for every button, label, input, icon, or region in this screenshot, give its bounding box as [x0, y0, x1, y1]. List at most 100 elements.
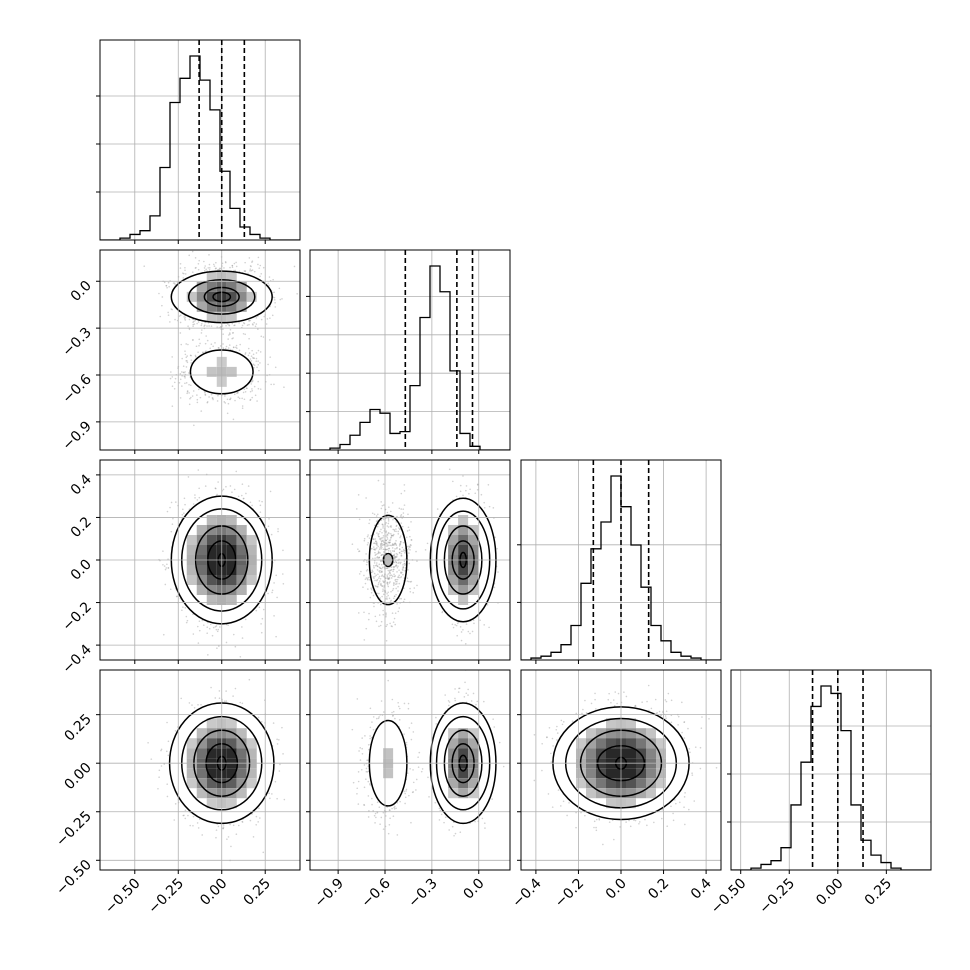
scatter-point: [243, 388, 246, 391]
scatter-point: [275, 574, 278, 577]
scatter-point: [189, 397, 191, 400]
scatter-point: [259, 388, 262, 390]
scatter-point: [283, 386, 285, 389]
scatter-point: [253, 364, 256, 366]
scatter-point: [215, 625, 218, 627]
scatter-point: [235, 265, 238, 268]
scatter-point: [182, 508, 184, 511]
scatter-point: [194, 354, 197, 357]
scatter-point: [231, 264, 234, 267]
scatter-point: [178, 315, 181, 317]
scatter-point: [268, 339, 271, 341]
scatter-point: [248, 337, 250, 340]
scatter-point: [231, 264, 234, 267]
scatter-point: [249, 398, 252, 401]
scatter-point: [208, 263, 211, 266]
scatter-point: [245, 492, 247, 495]
scatter-point: [182, 277, 185, 279]
scatter-point: [188, 254, 191, 257]
scatter-point: [268, 518, 270, 520]
scatter-point: [203, 270, 206, 272]
scatter-point: [225, 641, 228, 644]
scatter-point: [219, 626, 221, 628]
scatter-point: [208, 269, 211, 271]
scatter-point: [171, 376, 174, 378]
scatter-point: [173, 381, 176, 384]
scatter-point: [252, 324, 254, 326]
scatter-point: [251, 261, 253, 263]
scatter-point: [260, 273, 263, 275]
panel-frame: [520, 459, 722, 661]
panel-frame: [309, 249, 511, 451]
scatter-point: [214, 267, 217, 270]
scatter-point: [163, 281, 166, 284]
scatter-point: [186, 361, 189, 364]
scatter-point: [224, 261, 227, 263]
scatter-point: [179, 262, 182, 265]
scatter-point: [248, 323, 250, 326]
scatter-point: [204, 342, 207, 345]
density-cell: [196, 291, 207, 302]
scatter-point: [251, 379, 254, 382]
scatter-point: [208, 627, 211, 630]
scatter-point: [162, 550, 164, 552]
scatter-point: [256, 400, 258, 402]
scatter-point: [229, 398, 231, 401]
scatter-point: [249, 390, 252, 393]
scatter-point: [209, 623, 212, 626]
scatter-point: [232, 346, 235, 348]
scatter-point: [238, 349, 241, 352]
scatter-point: [179, 332, 182, 334]
scatter-point: [252, 363, 255, 366]
scatter-point: [208, 267, 211, 269]
scatter-point: [257, 263, 259, 266]
scatter-point: [278, 287, 281, 290]
scatter-point: [263, 315, 266, 318]
scatter-point: [251, 396, 254, 399]
scatter-point: [167, 558, 169, 560]
scatter-point: [194, 497, 196, 499]
y-tick-label: −0.9: [59, 418, 94, 453]
scatter-point: [179, 373, 182, 375]
scatter-point: [217, 394, 219, 397]
scatter-point: [259, 351, 262, 353]
density-cell: [236, 281, 247, 292]
scatter-point: [192, 325, 194, 327]
scatter-point: [211, 634, 214, 637]
scatter-point: [215, 628, 218, 631]
scatter-point: [260, 318, 263, 321]
scatter-point: [255, 323, 258, 325]
scatter-point: [234, 399, 236, 402]
scatter-point: [187, 325, 189, 327]
scatter-point: [229, 348, 232, 351]
scatter-point: [251, 349, 253, 352]
scatter-point: [169, 506, 171, 509]
scatter-point: [214, 625, 217, 628]
density-cell: [206, 291, 217, 302]
scatter-point: [181, 385, 183, 387]
scatter-point: [184, 269, 186, 272]
scatter-point: [231, 337, 233, 340]
panel-frame: [99, 249, 301, 451]
scatter-point: [242, 497, 245, 500]
scatter-point: [271, 314, 274, 317]
scatter-point: [185, 382, 188, 384]
scatter-point: [249, 358, 252, 360]
scatter-point: [186, 392, 188, 395]
scatter-point: [249, 268, 252, 270]
density-cell: [196, 281, 207, 292]
scatter-point: [257, 360, 259, 362]
scatter-point: [204, 265, 206, 267]
scatter-point: [232, 346, 235, 349]
scatter-point: [185, 356, 188, 359]
scatter-point: [175, 501, 177, 503]
scatter-point: [186, 390, 189, 393]
scatter-point: [161, 304, 163, 307]
scatter-point: [272, 278, 274, 281]
scatter-point: [196, 398, 199, 401]
scatter-point: [181, 371, 183, 373]
scatter-point: [277, 530, 279, 533]
scatter-point: [293, 265, 296, 268]
scatter-point: [261, 500, 263, 503]
scatter-point: [259, 504, 262, 507]
